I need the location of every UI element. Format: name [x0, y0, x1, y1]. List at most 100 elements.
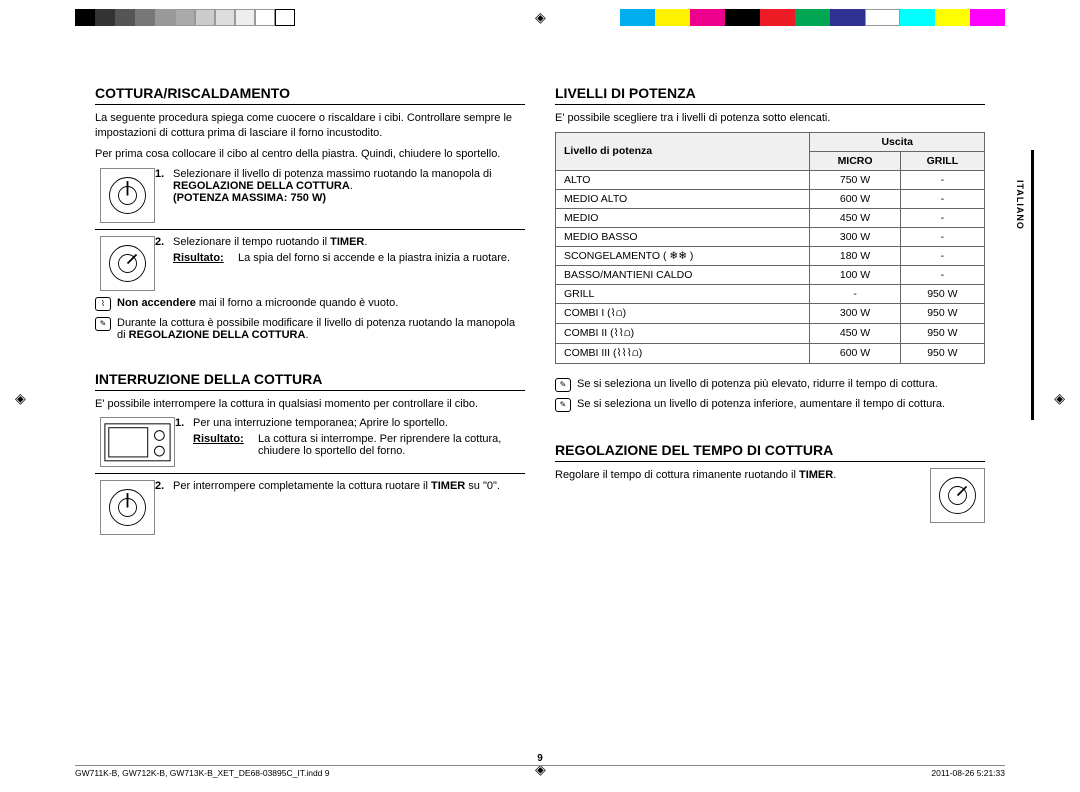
table-cell: 300 W	[810, 227, 900, 246]
table-row: COMBI I (⌇⩍)300 W950 W	[556, 303, 985, 323]
table-row: BASSO/MANTIENI CALDO100 W-	[556, 265, 985, 284]
intro-text: La seguente procedura spiega come cuocer…	[95, 111, 525, 141]
step-text: Selezionare il livello di potenza massim…	[173, 168, 525, 223]
step-text-bold: TIMER	[431, 480, 465, 492]
print-footer: GW711K-B, GW712K-B, GW713K-B_XET_DE68-03…	[75, 765, 1005, 778]
result-label: Risultato:	[193, 433, 258, 457]
caution-icon: ⌇	[95, 297, 111, 311]
step-number: 1.	[175, 417, 193, 467]
page-number: 9	[537, 753, 543, 764]
table-cell: -	[900, 189, 984, 208]
power-dial-icon	[100, 168, 155, 223]
text-bold: TIMER	[799, 469, 833, 481]
body-text: Regolare il tempo di cottura rimanente r…	[555, 468, 985, 483]
table-cell: 300 W	[810, 303, 900, 323]
calibration-bar-right	[620, 9, 1005, 26]
step-number: 2.	[155, 480, 173, 535]
table-cell: COMBI I (⌇⩍)	[556, 303, 810, 323]
registration-mark-left: ◈	[15, 390, 26, 407]
table-cell: -	[810, 284, 900, 303]
table-row: SCONGELAMENTO ( ❄❄ )180 W-	[556, 246, 985, 265]
table-cell: 750 W	[810, 170, 900, 189]
note-icon: ✎	[555, 378, 571, 392]
step-text-bold: TIMER	[330, 236, 364, 248]
note-bold: REGOLAZIONE DELLA COTTURA	[129, 329, 306, 341]
result-text: La cottura si interrompe. Per riprendere…	[258, 433, 525, 457]
table-row: ALTO750 W-	[556, 170, 985, 189]
table-cell: 600 W	[810, 343, 900, 363]
calibration-bar-left	[75, 9, 295, 26]
footer-filename: GW711K-B, GW712K-B, GW713K-B_XET_DE68-03…	[75, 768, 330, 778]
registration-mark-top: ◈	[535, 9, 546, 26]
step-text-fragment: Selezionare il livello di potenza massim…	[173, 168, 492, 180]
table-row: GRILL-950 W	[556, 284, 985, 303]
section-title-livelli: LIVELLI DI POTENZA	[555, 85, 985, 105]
table-cell: 950 W	[900, 323, 984, 343]
table-row: COMBI III (⌇⌇⌇⩍)600 W950 W	[556, 343, 985, 363]
table-header: Uscita	[810, 132, 985, 151]
step-number: 1.	[155, 168, 173, 223]
table-cell: -	[900, 246, 984, 265]
note-text: Non accendere mai il forno a microonde q…	[117, 297, 398, 309]
section-title-regolazione: REGOLAZIONE DEL TEMPO DI COTTURA	[555, 442, 985, 462]
table-cell: 950 W	[900, 284, 984, 303]
table-cell: ALTO	[556, 170, 810, 189]
step-text-fragment: Per una interruzione temporanea; Aprire …	[193, 417, 448, 429]
table-cell: SCONGELAMENTO ( ❄❄ )	[556, 246, 810, 265]
table-cell: MEDIO BASSO	[556, 227, 810, 246]
result-label: Risultato:	[173, 252, 238, 264]
note-icon: ✎	[555, 398, 571, 412]
step-text-fragment: .	[364, 236, 367, 248]
step-number: 2.	[155, 236, 173, 291]
table-cell: 100 W	[810, 265, 900, 284]
section-title-interruzione: INTERRUZIONE DELLA COTTURA	[95, 371, 525, 391]
table-row: MEDIO450 W-	[556, 208, 985, 227]
table-cell: COMBI II (⌇⌇⩍)	[556, 323, 810, 343]
registration-mark-right: ◈	[1054, 390, 1065, 407]
side-index-bar	[1031, 150, 1034, 420]
step-text-fragment: Per interrompere completamente la cottur…	[173, 480, 431, 492]
result-text: La spia del forno si accende e la piastr…	[238, 252, 525, 264]
step-text-fragment: .	[350, 180, 353, 192]
table-cell: 950 W	[900, 303, 984, 323]
table-cell: -	[900, 265, 984, 284]
section-title-cottura: COTTURA/RISCALDAMENTO	[95, 85, 525, 105]
note-fragment: .	[305, 329, 308, 341]
table-row: COMBI II (⌇⌇⩍)450 W950 W	[556, 323, 985, 343]
table-cell: 180 W	[810, 246, 900, 265]
step-text-bold: REGOLAZIONE DELLA COTTURA	[173, 180, 350, 192]
table-header: MICRO	[810, 151, 900, 170]
note-text: Se si seleziona un livello di potenza in…	[577, 398, 945, 410]
table-cell: COMBI III (⌇⌇⌇⩍)	[556, 343, 810, 363]
intro-text: Per prima cosa collocare il cibo al cent…	[95, 147, 525, 162]
table-cell: 950 W	[900, 343, 984, 363]
note-text: Durante la cottura è possibile modificar…	[117, 317, 525, 341]
table-cell: 600 W	[810, 189, 900, 208]
step-text-fragment: su "0".	[465, 480, 500, 492]
intro-text: E' possibile scegliere tra i livelli di …	[555, 111, 985, 126]
side-language-tab: ITALIANO	[1015, 180, 1025, 230]
table-header: Livello di potenza	[556, 132, 810, 170]
text-fragment: .	[833, 469, 836, 481]
table-header: GRILL	[900, 151, 984, 170]
table-cell: MEDIO	[556, 208, 810, 227]
footer-timestamp: 2011-08-26 5:21:33	[931, 768, 1005, 778]
step-text: Selezionare il tempo ruotando il TIMER. …	[173, 236, 525, 291]
table-cell: BASSO/MANTIENI CALDO	[556, 265, 810, 284]
table-cell: 450 W	[810, 323, 900, 343]
note-fragment: mai il forno a microonde quando è vuoto.	[196, 297, 398, 309]
table-cell: -	[900, 227, 984, 246]
timer-dial-icon	[100, 236, 155, 291]
power-levels-table: Livello di potenza Uscita MICRO GRILL AL…	[555, 132, 985, 364]
note-icon: ✎	[95, 317, 111, 331]
table-cell: GRILL	[556, 284, 810, 303]
table-cell: 450 W	[810, 208, 900, 227]
microwave-icon	[100, 417, 175, 467]
table-cell: -	[900, 208, 984, 227]
table-row: MEDIO ALTO600 W-	[556, 189, 985, 208]
note-bold: Non accendere	[117, 297, 196, 309]
step-text: Per interrompere completamente la cottur…	[173, 480, 525, 535]
step-text: Per una interruzione temporanea; Aprire …	[193, 417, 525, 467]
step-text-bold: (POTENZA MASSIMA: 750 W)	[173, 192, 326, 204]
timer-dial-icon	[100, 480, 155, 535]
